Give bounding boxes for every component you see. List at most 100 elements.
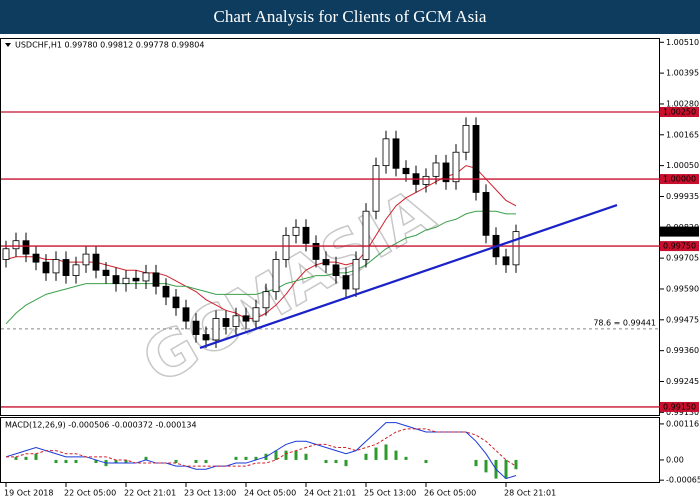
histogram-bar xyxy=(144,456,148,460)
candle-body xyxy=(382,138,390,167)
candle-body xyxy=(112,275,120,285)
candle-body xyxy=(212,318,220,341)
candle-body xyxy=(352,259,360,290)
histogram-bar xyxy=(484,459,488,473)
candle-body xyxy=(362,210,370,260)
histogram-bar xyxy=(94,459,98,464)
candle-body xyxy=(182,307,190,322)
x-tick-label: 24 Oct 05:00 xyxy=(244,489,296,498)
moving-average xyxy=(5,165,517,319)
histogram-bar xyxy=(474,459,478,467)
histogram-bar xyxy=(124,459,128,464)
candle-body xyxy=(502,256,510,266)
candle-body xyxy=(312,242,320,260)
candle-body xyxy=(22,240,30,255)
candle-body xyxy=(42,261,50,274)
level-label: 0.99150 xyxy=(663,402,696,411)
candle-body xyxy=(152,272,160,287)
x-tick-label: 22 Oct 05:00 xyxy=(64,489,116,498)
x-tick-label: 22 Oct 21:01 xyxy=(124,489,176,498)
y-tick-label: 0.99475 xyxy=(666,315,699,324)
candle-body xyxy=(392,138,400,169)
histogram-bar xyxy=(234,456,238,460)
histogram-bar xyxy=(404,456,408,460)
candle-body xyxy=(62,259,70,276)
x-tick-label: 19 Oct 2018 xyxy=(4,489,53,498)
candle-body xyxy=(202,334,210,341)
histogram-bar xyxy=(24,456,28,460)
candle-body xyxy=(452,151,460,183)
histogram-bar xyxy=(344,459,348,467)
candle-body xyxy=(262,291,270,309)
candle-body xyxy=(72,264,80,276)
candle-body xyxy=(332,264,340,276)
candle-body xyxy=(292,226,300,236)
x-tick-label: 25 Oct 13:00 xyxy=(364,489,416,498)
y-tick-label: 0.00 xyxy=(666,455,684,464)
y-tick-label: 1.00510 xyxy=(666,38,699,47)
y-tick-label: 0.99245 xyxy=(666,377,699,386)
candle-body xyxy=(92,253,100,271)
candle-body xyxy=(142,272,150,282)
candle-body xyxy=(242,315,250,322)
y-tick-label: 1.00395 xyxy=(666,69,699,78)
histogram-bar xyxy=(34,453,38,460)
title-bar xyxy=(0,0,700,34)
candle-body xyxy=(512,231,520,266)
candle-body xyxy=(12,240,20,250)
candle-body xyxy=(302,226,310,244)
level-tag xyxy=(660,107,699,118)
y-tick-label: 1.00050 xyxy=(666,161,699,170)
candle-body xyxy=(282,234,290,260)
level-label: 1.00000 xyxy=(663,175,696,184)
last-price-tag xyxy=(660,226,699,237)
candle-body xyxy=(482,192,490,236)
histogram-bar xyxy=(304,453,308,460)
macd-header: MACD(12,26,9) -0.000506 -0.000372 -0.000… xyxy=(5,421,197,430)
candle-body xyxy=(82,253,90,266)
y-tick-label: 0.99130 xyxy=(666,408,699,417)
y-tick-label: 1.00280 xyxy=(666,99,699,108)
histogram-bar xyxy=(254,456,258,460)
level-label: 0.99750 xyxy=(663,242,696,251)
y-tick-label: -0.000651 xyxy=(666,476,700,485)
moving-average xyxy=(5,210,516,325)
level-label: 1.00250 xyxy=(663,108,696,117)
histogram-bar xyxy=(374,447,378,460)
price-panel xyxy=(0,38,660,416)
candle-body xyxy=(32,253,40,263)
macd-line xyxy=(6,428,517,467)
candle-body xyxy=(322,259,330,266)
histogram-bar xyxy=(14,456,18,460)
candle-body xyxy=(402,167,410,175)
level-tag xyxy=(660,174,699,185)
candle-body xyxy=(462,125,470,153)
last-price-label: 0.99804 xyxy=(663,227,696,236)
candle-body xyxy=(372,165,380,212)
candle-body xyxy=(272,259,280,293)
candle-body xyxy=(102,269,110,276)
page-title: Chart Analysis for Clients of GCM Asia xyxy=(214,7,487,26)
y-tick-label: 0.00116 xyxy=(666,419,699,428)
candle-body xyxy=(192,320,200,335)
candle-body xyxy=(442,162,450,183)
histogram-bar xyxy=(54,459,58,464)
y-tick-label: 0.99705 xyxy=(666,254,699,263)
histogram-bar xyxy=(114,459,118,464)
histogram-bar xyxy=(204,459,208,464)
candle-body xyxy=(222,318,230,327)
histogram-bar xyxy=(244,456,248,460)
histogram-bar xyxy=(74,459,78,464)
x-tick-label: 26 Oct 05:00 xyxy=(424,489,476,498)
candle-body xyxy=(52,259,60,274)
y-tick-label: 0.99360 xyxy=(666,346,699,355)
y-tick-label: 0.99935 xyxy=(666,192,699,201)
level-tag xyxy=(660,401,699,412)
histogram-bar xyxy=(364,453,368,460)
y-tick-label: 0.99590 xyxy=(666,284,699,293)
histogram-bar xyxy=(174,459,178,464)
histogram-bar xyxy=(294,450,298,460)
candle-body xyxy=(472,125,480,193)
